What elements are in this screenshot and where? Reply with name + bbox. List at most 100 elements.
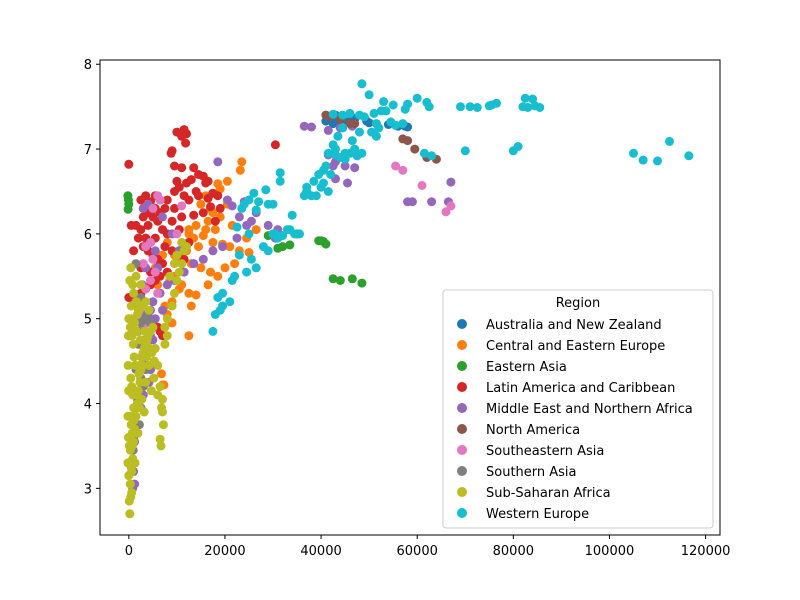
- point-9-59: [232, 222, 242, 232]
- point-1-33: [184, 288, 194, 298]
- point-9-101: [398, 119, 408, 129]
- point-9-73: [419, 148, 429, 158]
- point-9-70: [208, 326, 218, 336]
- point-8-72: [140, 326, 150, 336]
- point-9-105: [314, 170, 324, 179]
- point-1-6: [196, 199, 206, 209]
- point-9-7: [424, 102, 434, 112]
- point-4-8: [340, 161, 350, 171]
- y-tick-label: 8: [84, 58, 92, 73]
- point-5-6: [410, 144, 420, 154]
- point-8-44: [170, 288, 179, 298]
- point-9-51: [263, 199, 273, 209]
- point-9-91: [638, 155, 648, 165]
- point-4-30: [208, 246, 218, 256]
- point-8-103: [139, 407, 149, 417]
- point-8-45: [172, 276, 182, 285]
- point-8-75: [129, 288, 139, 298]
- point-8-78: [131, 271, 141, 281]
- legend-marker: [457, 445, 467, 455]
- point-8-94: [165, 271, 175, 281]
- point-1-25: [206, 267, 215, 277]
- point-9-109: [227, 276, 237, 285]
- point-8-67: [125, 445, 135, 455]
- point-9-57: [237, 203, 247, 213]
- point-8-90: [141, 377, 151, 387]
- point-9-106: [309, 176, 319, 186]
- point-3-74: [215, 203, 225, 213]
- point-3-83: [143, 220, 153, 230]
- point-9-33: [323, 187, 333, 196]
- point-1-52: [210, 225, 220, 235]
- point-8-38: [158, 407, 167, 417]
- point-8-81: [144, 305, 154, 315]
- point-9-90: [629, 148, 638, 158]
- point-9-52: [261, 185, 271, 195]
- point-9-14: [328, 109, 338, 119]
- point-1-47: [186, 301, 196, 311]
- point-9-12: [345, 108, 355, 118]
- point-8-100: [126, 263, 136, 273]
- legend-marker: [457, 487, 467, 497]
- point-9-102: [391, 120, 401, 130]
- point-9-58: [251, 205, 261, 215]
- point-8-32: [155, 382, 165, 392]
- legend-label: Australia and New Zealand: [486, 318, 662, 333]
- point-3-18: [170, 187, 179, 196]
- point-2-11: [347, 274, 357, 284]
- point-9-99: [359, 112, 369, 122]
- point-8-83: [123, 331, 133, 341]
- point-8-102: [137, 394, 147, 404]
- point-3-8: [170, 161, 179, 171]
- y-tick-label: 6: [84, 228, 92, 243]
- point-9-104: [331, 144, 340, 154]
- point-9-72: [251, 263, 261, 273]
- point-1-34: [191, 290, 201, 300]
- point-1-27: [220, 263, 230, 273]
- point-3-75: [270, 140, 280, 150]
- point-3-9: [177, 163, 187, 173]
- point-9-69: [218, 288, 228, 298]
- legend-label: Southeastern Asia: [486, 444, 604, 459]
- point-8-55: [128, 339, 138, 349]
- point-6-9: [172, 229, 182, 239]
- x-tick-label: 40000: [300, 544, 341, 559]
- plot-frame: [99, 59, 721, 536]
- point-8-97: [137, 301, 147, 311]
- point-8-99: [128, 280, 138, 290]
- point-9-2: [379, 97, 389, 107]
- legend-label: Sub-Saharan Africa: [486, 486, 611, 501]
- point-9-85: [518, 102, 528, 112]
- point-4-9: [350, 163, 360, 173]
- point-9-64: [225, 297, 235, 307]
- point-1-41: [157, 369, 166, 379]
- point-9-71: [246, 254, 256, 264]
- y-tick-label: 5: [84, 313, 92, 328]
- point-3-73: [210, 216, 220, 226]
- data-points: [123, 79, 694, 519]
- point-3-48: [133, 233, 143, 243]
- point-2-3: [285, 240, 295, 250]
- point-9-0: [357, 79, 367, 89]
- legend-marker: [457, 508, 467, 518]
- point-8-47: [177, 259, 187, 269]
- point-2-9: [328, 274, 338, 284]
- point-9-17: [374, 123, 384, 133]
- point-4-13: [407, 197, 417, 207]
- point-2-4: [273, 243, 283, 253]
- legend-box: [442, 289, 714, 529]
- point-8-58: [126, 373, 136, 383]
- point-3-35: [136, 195, 146, 205]
- point-9-27: [323, 148, 333, 158]
- point-8-3: [125, 479, 135, 489]
- point-8-84: [123, 360, 133, 370]
- point-8-96: [133, 310, 142, 319]
- point-4-17: [213, 157, 223, 167]
- point-8-40: [162, 331, 172, 341]
- legend-label: Eastern Asia: [486, 360, 567, 375]
- point-9-93: [665, 136, 674, 146]
- legend-label: Western Europe: [486, 507, 589, 522]
- point-4-1: [307, 122, 316, 132]
- point-8-48: [172, 250, 182, 260]
- point-8-51: [182, 242, 191, 252]
